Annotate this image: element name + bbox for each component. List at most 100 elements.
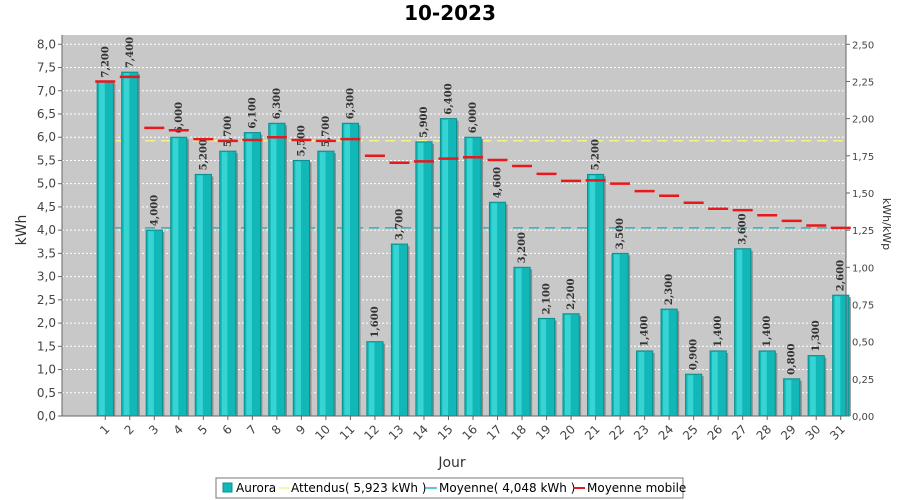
data-label: 2,300 [664, 274, 675, 305]
x-tick-label: 21 [582, 422, 603, 443]
bar-highlight [491, 203, 498, 415]
x-tick-label: 5 [195, 422, 210, 437]
x-tick-label: 24 [656, 422, 677, 443]
x-tick-label: 26 [705, 422, 726, 443]
x-tick-label: 2 [122, 422, 137, 437]
bar-highlight [123, 73, 130, 416]
data-label: 3,700 [394, 209, 405, 240]
data-label: 2,200 [566, 278, 577, 309]
x-tick-label: 4 [171, 422, 186, 437]
bar-highlight [319, 152, 326, 415]
y-tick-label: 7,0 [37, 84, 56, 98]
data-label: 6,000 [468, 102, 479, 133]
data-label: 7,200 [100, 46, 111, 77]
bar-highlight [785, 379, 792, 415]
x-tick-label: 6 [220, 422, 235, 437]
legend-swatch-aurora [222, 482, 233, 493]
x-tick-label: 19 [533, 422, 554, 443]
x-tick-label: 22 [607, 422, 628, 443]
x-tick-label: 8 [269, 422, 284, 437]
y-tick-label: 1,5 [37, 339, 56, 353]
data-label: 2,600 [836, 260, 847, 291]
data-label: 1,600 [370, 306, 381, 337]
y-right-tick-label: 1,25 [852, 226, 874, 237]
data-label: 5,700 [321, 116, 332, 147]
bar-highlight [614, 254, 620, 415]
data-label: 5,200 [591, 139, 602, 170]
data-label: 5,700 [223, 116, 234, 147]
y-tick-label: 4,0 [37, 223, 56, 237]
y-tick-label: 6,0 [37, 130, 56, 144]
data-label: 3,200 [517, 232, 528, 263]
y-axis-right-title: kWh/kWp [880, 198, 893, 250]
data-label: 5,900 [419, 107, 430, 138]
bar-highlight [810, 356, 816, 415]
data-label: 4,000 [149, 195, 160, 226]
data-label: 6,100 [247, 97, 258, 128]
data-label: 6,000 [174, 102, 185, 133]
x-tick-label: 3 [146, 422, 161, 437]
data-label: 7,400 [125, 37, 136, 68]
y-tick-label: 2,5 [37, 293, 56, 307]
bar-highlight [344, 124, 350, 415]
y-axis-title: kWh [14, 215, 30, 246]
chart-title: 10-2023 [404, 1, 496, 25]
y-right-tick-label: 1,00 [852, 263, 874, 274]
data-label: 0,900 [689, 339, 700, 370]
x-tick-label: 7 [244, 422, 259, 437]
bar-highlight [148, 231, 154, 415]
y-tick-label: 2,0 [37, 316, 56, 330]
legend-label-moyenne-mobile: Moyenne mobile [587, 481, 686, 495]
bar-highlight [834, 296, 841, 415]
bar-highlight [663, 310, 669, 415]
x-tick-label: 15 [435, 422, 456, 443]
x-tick-label: 16 [459, 422, 480, 443]
x-tick-label: 25 [680, 422, 701, 443]
y-right-tick-label: 1,75 [852, 152, 874, 163]
bar-highlight [393, 245, 400, 415]
data-label: 0,800 [787, 343, 798, 374]
x-tick-label: 14 [410, 422, 431, 443]
x-tick-label: 23 [631, 422, 652, 443]
bar-highlight [270, 124, 277, 415]
x-tick-label: 12 [361, 422, 382, 443]
y-tick-label: 1,0 [37, 363, 56, 377]
y-right-tick-label: 2,00 [852, 115, 874, 126]
y-tick-label: 7,5 [37, 61, 56, 75]
data-label: 5,200 [198, 139, 209, 170]
bar-highlight [638, 351, 645, 415]
y-tick-label: 6,5 [37, 107, 56, 121]
x-tick-label: 31 [827, 422, 848, 443]
data-label: 6,400 [443, 83, 454, 114]
x-tick-label: 10 [312, 422, 333, 443]
y-right-tick-label: 1,50 [852, 189, 874, 200]
legend-label-aurora: Aurora [236, 481, 276, 495]
bar-highlight [221, 152, 228, 415]
bar-highlight [540, 319, 547, 415]
bar-highlight [761, 351, 767, 415]
x-tick-label: 18 [508, 422, 529, 443]
bar-highlight [712, 351, 718, 415]
x-axis-title: Jour [437, 455, 466, 471]
x-tick-label: 13 [386, 422, 407, 443]
x-tick-label: 11 [337, 422, 358, 443]
bar-highlight [295, 161, 301, 415]
x-tick-label: 1 [97, 422, 112, 437]
legend-label-moyenne: Moyenne( 4,048 kWh ) [439, 481, 575, 495]
x-tick-label: 9 [293, 422, 308, 437]
data-label: 3,500 [615, 218, 626, 249]
bar-highlight [99, 82, 105, 416]
data-label: 6,300 [272, 88, 283, 119]
bar-highlight [589, 175, 596, 415]
bar-highlight [687, 375, 694, 415]
x-tick-label: 29 [778, 422, 799, 443]
plot-area: 0,0 0,5 1,0 1,5 2,0 2,5 3,0 3,5 4,0 4,5 5,0 5,5 6,0 6… [37, 35, 874, 443]
bar-highlight [246, 133, 252, 415]
data-label: 1,400 [713, 316, 724, 347]
y-tick-label: 5,5 [37, 153, 56, 167]
x-tick-label: 27 [729, 422, 750, 443]
bar-highlight [736, 249, 743, 415]
bar-highlight [564, 314, 571, 415]
x-tick-label: 28 [754, 422, 775, 443]
